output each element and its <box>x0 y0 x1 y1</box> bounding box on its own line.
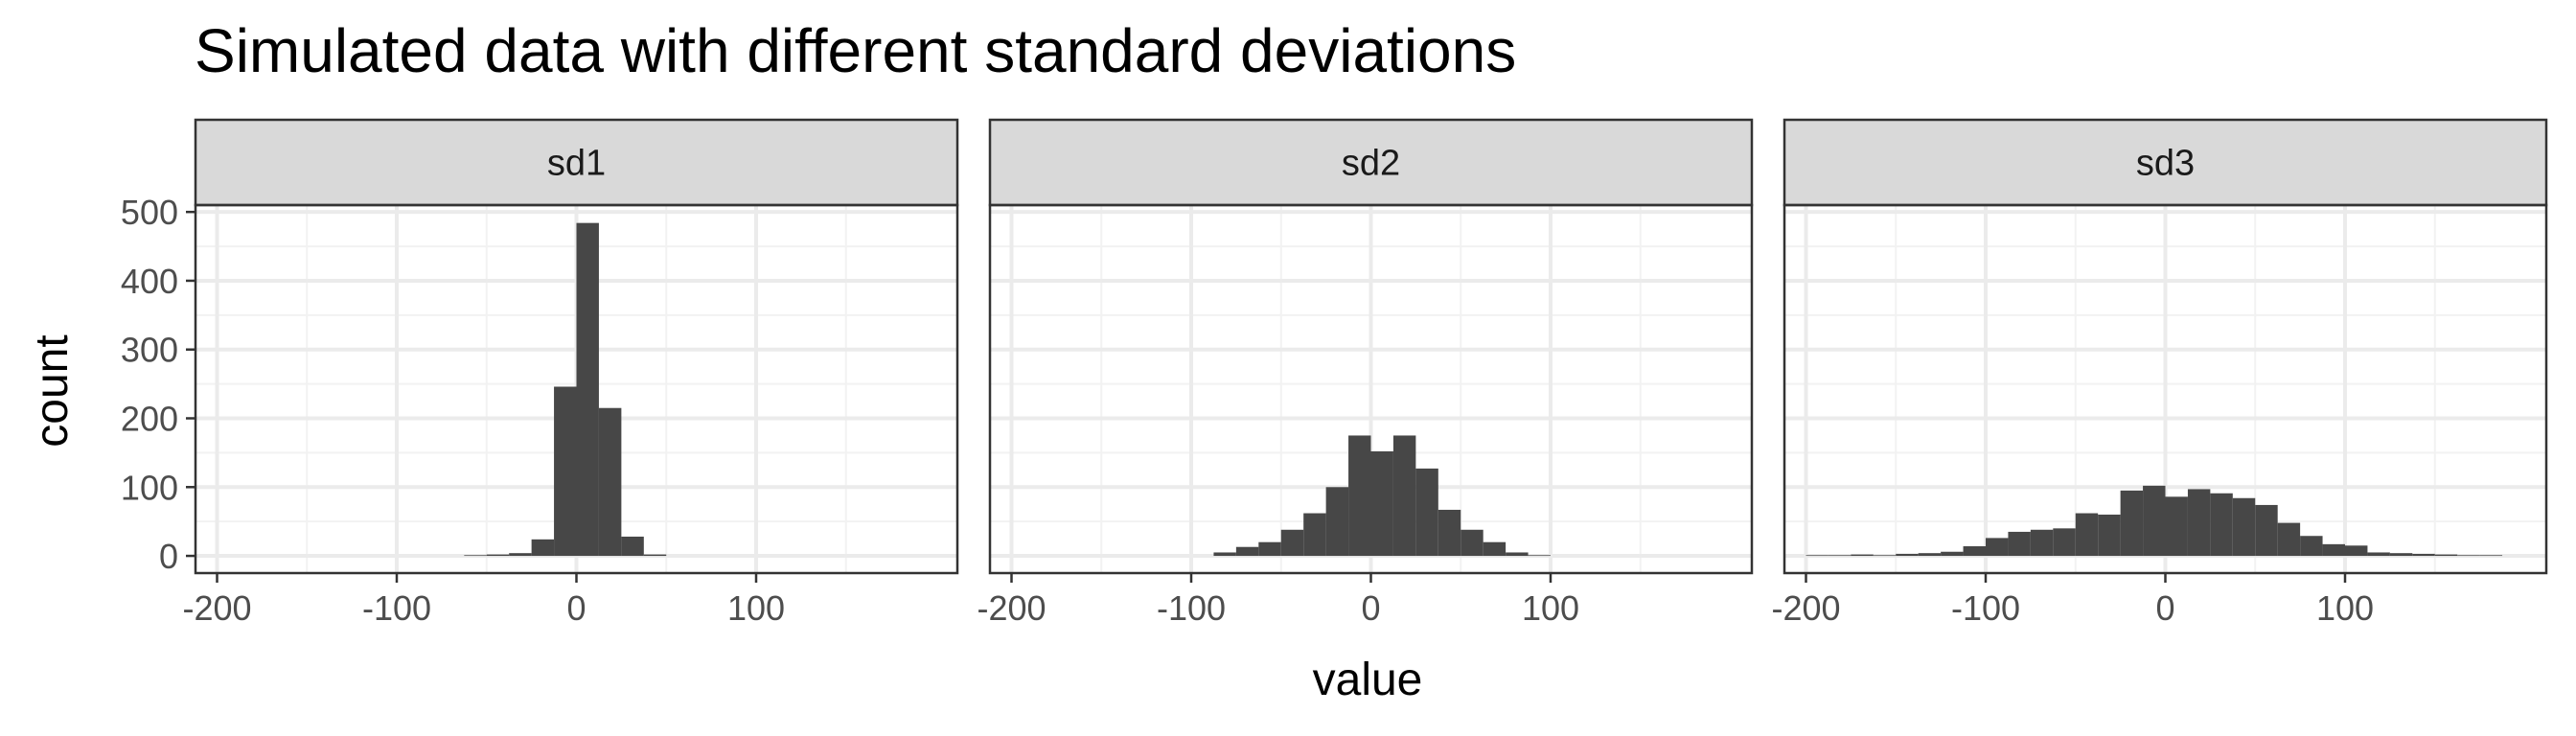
histogram-bar <box>1483 541 1506 557</box>
y-tick-label: 500 <box>121 193 178 232</box>
histogram-bar <box>2367 552 2390 557</box>
histogram-bar <box>2210 493 2233 557</box>
facet-strip <box>1782 118 2548 207</box>
histogram-bar <box>2232 497 2256 557</box>
histogram-bar <box>1918 553 1942 557</box>
facet-panels: sd1 -200 -100 0 100 sd2 -200 -100 0 100 sd3 -200 -10… <box>182 118 2548 628</box>
facet-panel-sd1: sd1 -200 -100 0 100 <box>182 118 959 628</box>
y-axis-title: count <box>27 334 78 447</box>
x-tick-label: 0 <box>2155 588 2174 628</box>
x-tick-label: 0 <box>566 588 586 628</box>
histogram-bar <box>554 386 577 557</box>
histogram-bar <box>1460 529 1484 557</box>
y-tick-label: 400 <box>121 262 178 301</box>
histogram-bar <box>1851 554 1874 557</box>
facet-strip-label: sd3 <box>2136 144 2195 184</box>
histogram-bar <box>1806 555 1828 557</box>
histogram-bar <box>2120 490 2144 557</box>
x-tick-label: 100 <box>727 588 785 628</box>
histogram-bar <box>2098 514 2121 557</box>
histogram-bar <box>486 554 510 557</box>
histogram-bar <box>1438 509 1461 557</box>
histogram-bar <box>2412 553 2435 557</box>
histogram-bar <box>2345 545 2368 557</box>
histogram-bar <box>509 553 532 557</box>
histogram-bar <box>2300 536 2323 557</box>
histogram-bar <box>2143 485 2166 557</box>
chart-title: Simulated data with different standard d… <box>195 16 1517 85</box>
histogram-bar <box>1348 435 1371 557</box>
histogram-bar <box>1506 552 1529 557</box>
x-tick-label: -100 <box>1951 588 2020 628</box>
histogram-bar <box>1963 546 1986 557</box>
histogram-bar <box>2053 528 2076 557</box>
histogram-bar <box>2322 543 2345 557</box>
histogram-bar <box>2389 553 2413 557</box>
x-tick-label: -200 <box>977 588 1046 628</box>
x-tick-label: -100 <box>1157 588 1226 628</box>
facet-strip <box>194 118 959 207</box>
histogram-bar <box>1415 468 1438 557</box>
y-tick-label: 0 <box>159 537 178 576</box>
histogram-bar <box>1941 551 1964 557</box>
y-axis: 0 100 200 300 400 500 <box>121 193 196 576</box>
facet-strip <box>988 118 1754 207</box>
x-tick-label: -100 <box>362 588 431 628</box>
facet-strip-label: sd1 <box>547 144 606 184</box>
histogram-bar <box>2277 522 2301 557</box>
histogram-bar <box>1528 555 1551 557</box>
histogram-bar <box>598 407 622 557</box>
x-tick-label: 0 <box>1361 588 1380 628</box>
histogram-bar <box>1896 553 1919 557</box>
histogram-bar <box>643 554 667 557</box>
histogram-bar <box>2457 555 2480 557</box>
histogram-bar <box>2008 531 2031 557</box>
histogram-bar <box>1280 529 1304 557</box>
x-tick-label: 100 <box>1522 588 1579 628</box>
histogram-bar <box>1828 555 1852 557</box>
facet-panel-sd3: sd3 -200 -100 0 100 <box>1771 118 2548 628</box>
histogram-bar <box>2187 489 2211 557</box>
histogram-bar <box>2075 513 2099 557</box>
histogram-bar <box>464 555 487 557</box>
x-axis-title: value <box>1313 655 1423 705</box>
y-tick-label: 100 <box>121 468 178 507</box>
histogram-bar <box>1213 552 1236 557</box>
histogram-bar <box>2479 555 2503 557</box>
histogram-bar <box>1873 555 1897 557</box>
facet-panel-sd2: sd2 -200 -100 0 100 <box>977 118 1754 628</box>
histogram-bar <box>2255 504 2278 557</box>
histogram-bar <box>1258 541 1281 557</box>
histogram-bar <box>1303 513 1326 557</box>
x-tick-label: 100 <box>2316 588 2374 628</box>
histogram-bar <box>1392 435 1416 557</box>
histogram-bar <box>1986 538 2009 557</box>
y-tick-label: 300 <box>121 331 178 370</box>
histogram-bar <box>2165 496 2188 557</box>
histogram-bar <box>531 539 555 557</box>
histogram-bar <box>1325 487 1349 557</box>
histogram-bar <box>576 222 599 557</box>
facet-strip-label: sd2 <box>1342 144 1400 184</box>
histogram-bar <box>1370 450 1393 557</box>
x-tick-label: -200 <box>182 588 251 628</box>
x-tick-label: -200 <box>1771 588 1840 628</box>
histogram-bar <box>2030 529 2054 557</box>
histogram-bar <box>1235 546 1259 557</box>
y-tick-label: 200 <box>121 400 178 439</box>
histogram-bar <box>621 536 644 557</box>
histogram-bar <box>2434 554 2458 557</box>
